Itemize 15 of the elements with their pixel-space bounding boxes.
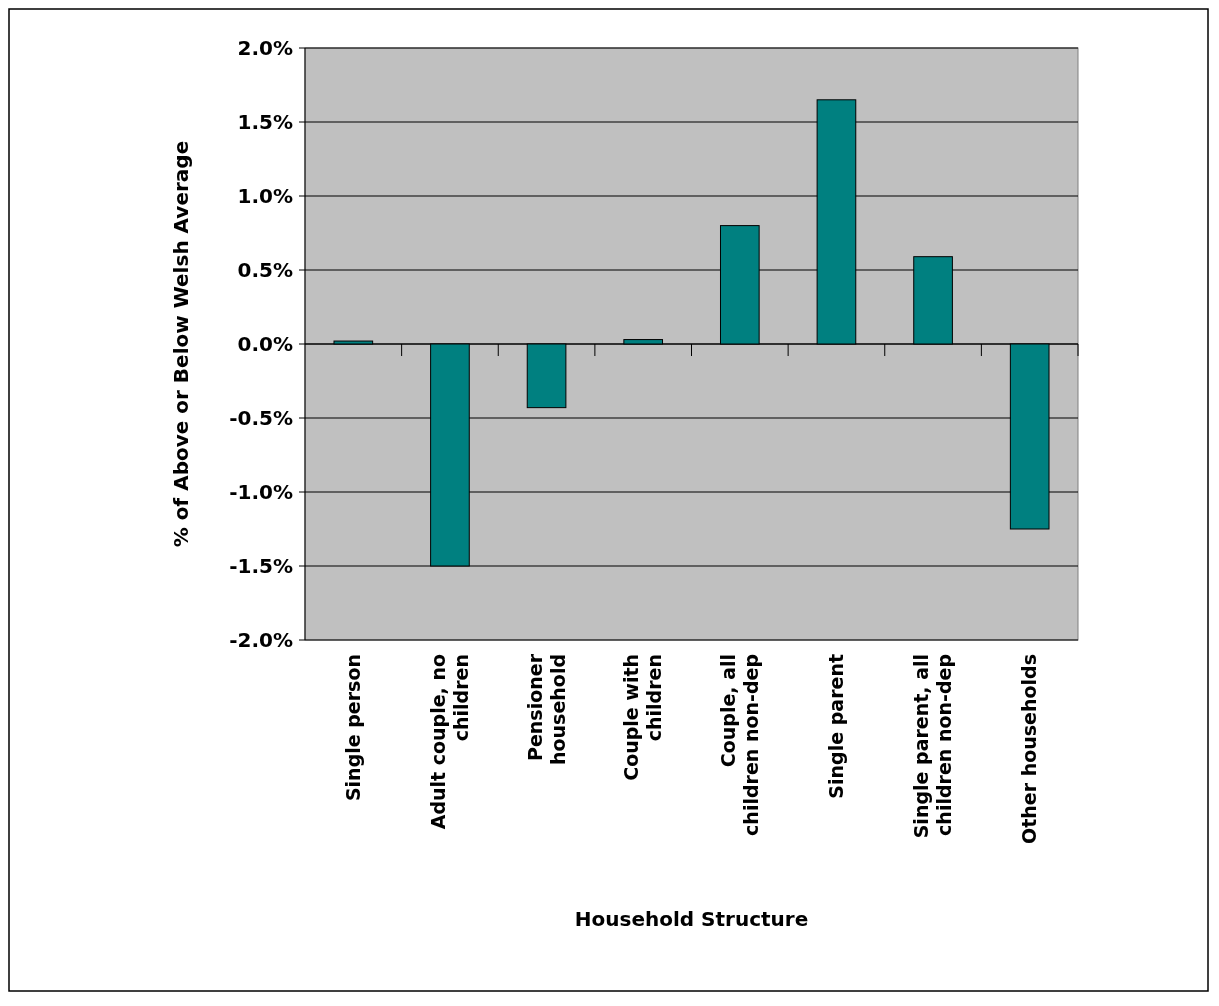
- x-tick-label: Single person: [341, 654, 364, 802]
- y-tick-label: 0.5%: [237, 258, 293, 282]
- y-tick-label: 0.0%: [237, 332, 293, 356]
- y-tick-label: 2.0%: [237, 36, 293, 60]
- y-tick-label: 1.5%: [237, 110, 293, 134]
- y-tick-label: -0.5%: [229, 406, 293, 430]
- y-tick-label: 1.0%: [237, 184, 293, 208]
- x-axis-title: Household Structure: [574, 907, 809, 931]
- x-tick-label: Other households: [1018, 654, 1041, 844]
- y-tick-label: -1.5%: [229, 554, 293, 578]
- x-tick-label: Adult couple, no children: [427, 654, 472, 830]
- x-tick-label: Single parent: [825, 654, 848, 799]
- y-tick-label: -2.0%: [229, 628, 293, 652]
- y-tick-label: -1.0%: [229, 480, 293, 504]
- y-axis-title: % of Above or Below Welsh Average: [169, 140, 193, 548]
